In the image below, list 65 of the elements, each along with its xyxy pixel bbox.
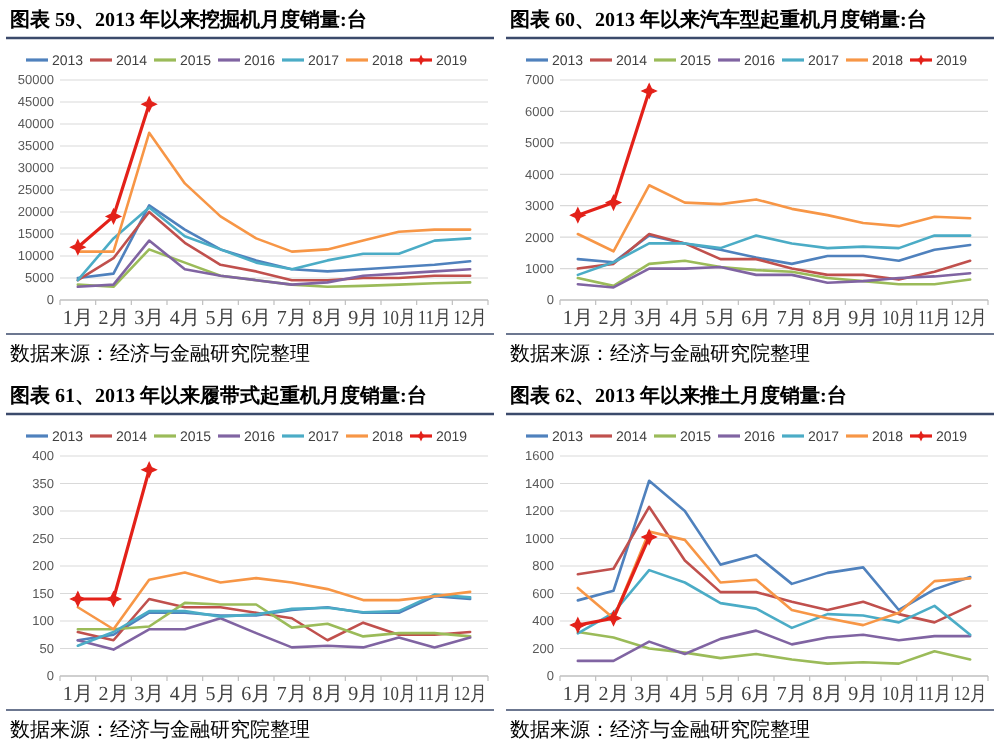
x-tick-label: 3月 [634, 308, 665, 330]
x-tick-label: 9月 [348, 683, 379, 705]
x-tick-label: 6月 [741, 683, 772, 705]
x-tick-label: 3月 [634, 683, 665, 705]
x-tick-label: 1月 [62, 683, 93, 705]
point [570, 616, 586, 632]
source-note: 数据来源：经济与金融研究院整理 [10, 342, 310, 366]
x-tick-label: 2月 [598, 308, 629, 330]
x-tick-label: 4月 [669, 683, 700, 705]
point [105, 208, 122, 225]
x-tick-label: 8月 [312, 683, 343, 705]
x-tick-label: 10月 [882, 308, 922, 330]
x-tick-label: 9月 [848, 683, 879, 705]
chart-title: 图表 59、2013 年以来挖掘机月度销量:台 [10, 8, 367, 32]
x-tick-label: 11月 [417, 683, 457, 705]
x-tick-label: 12月 [453, 308, 494, 330]
x-tick-label: 9月 [348, 308, 379, 330]
x-tick-label: 4月 [169, 683, 200, 705]
point [641, 528, 657, 544]
x-tick-label: 12月 [953, 308, 994, 330]
x-tick-label: 2月 [598, 683, 629, 705]
x-tick-label: 8月 [812, 308, 843, 330]
point [570, 207, 586, 223]
x-tick-label: 11月 [917, 683, 957, 705]
x-tick-label: 7月 [276, 683, 307, 705]
x-tick-label: 6月 [741, 308, 772, 330]
x-tick-label: 5月 [205, 683, 236, 705]
x-tick-label: 5月 [705, 683, 736, 705]
point [605, 194, 622, 211]
x-tick-label: 3月 [134, 683, 165, 705]
source-note: 数据来源：经济与金融研究院整理 [10, 717, 310, 741]
source-note: 数据来源：经济与金融研究院整理 [510, 717, 810, 741]
x-tick-label: 12月 [453, 683, 494, 705]
x-tick-label: 1月 [562, 683, 593, 705]
x-tick-label: 6月 [241, 683, 272, 705]
x-tick-label: 6月 [241, 308, 272, 330]
point [141, 96, 157, 112]
x-tick-label: 4月 [669, 308, 700, 330]
point [641, 83, 657, 99]
x-tick-label: 1月 [562, 308, 593, 330]
x-tick-label: 2月 [98, 308, 129, 330]
x-tick-label: 1月 [62, 308, 93, 330]
x-tick-label: 5月 [205, 308, 236, 330]
x-tick-label: 7月 [776, 683, 807, 705]
x-tick-label: 11月 [417, 308, 457, 330]
source-note: 数据来源：经济与金融研究院整理 [510, 342, 810, 366]
x-tick-label: 8月 [812, 683, 843, 705]
x-tick-label: 7月 [776, 308, 807, 330]
x-tick-label: 4月 [169, 308, 200, 330]
x-tick-label: 7月 [276, 308, 307, 330]
point [70, 239, 86, 255]
x-tick-label: 10月 [382, 683, 422, 705]
x-tick-label: 3月 [134, 308, 165, 330]
x-tick-label: 8月 [312, 308, 343, 330]
x-tick-label: 5月 [705, 308, 736, 330]
x-tick-label: 2月 [98, 683, 129, 705]
x-tick-label: 9月 [848, 308, 879, 330]
chart-title: 图表 60、2013 年以来汽车型起重机月度销量:台 [510, 8, 927, 32]
chart-title: 图表 62、2013 年以来推土月度销量:台 [510, 383, 847, 407]
x-tick-label: 10月 [882, 683, 922, 705]
x-tick-label: 10月 [382, 308, 422, 330]
x-tick-label: 11月 [917, 308, 957, 330]
x-tick-label: 12月 [953, 683, 994, 705]
point [605, 609, 622, 626]
chart-title: 图表 61、2013 年以来履带式起重机月度销量:台 [10, 383, 427, 407]
